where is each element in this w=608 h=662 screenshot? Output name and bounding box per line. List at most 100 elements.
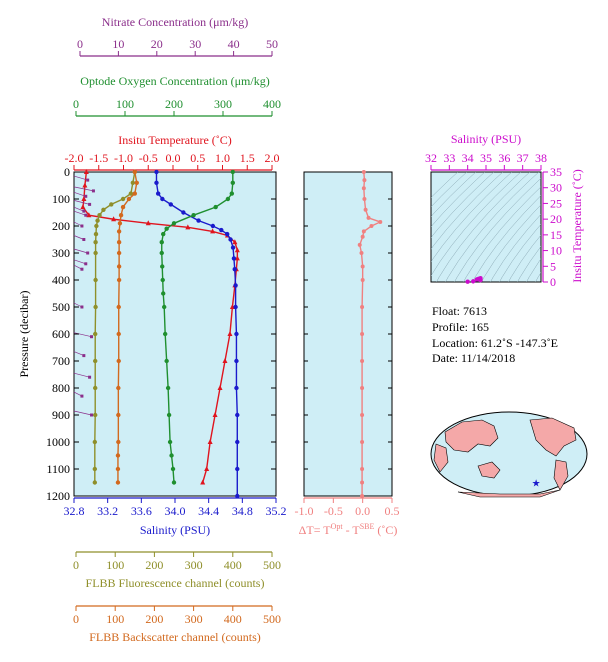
delta-t-point [357,242,362,247]
temperature-point [217,385,223,390]
profile-number: Profile: 165 [432,320,489,334]
oxygen-point [164,226,169,231]
oxygen-tick-label: 300 [214,97,232,111]
temperature-point [232,239,238,245]
pressure-tick-label: 1000 [46,435,70,449]
delta-t-point [361,186,366,191]
nitrate-point [80,224,84,228]
salinity-tick-label: 34.0 [165,504,186,518]
ts-x-tick-label: 35 [480,151,492,165]
nitrate-point [84,262,88,266]
delta-t-point [369,224,374,228]
oxygen-tick-label: 400 [263,97,281,111]
salinity-point [235,439,240,445]
backscatter-point [132,191,137,196]
location-text: Location: 61.2˚S -147.3˚E [432,336,558,350]
nitrate-point [88,375,92,379]
ts-contour-line [508,234,541,282]
fluorescence-point [93,385,98,391]
salinity-point [230,245,236,250]
oxygen-point [229,191,235,196]
temperature-point [185,224,191,230]
delta-t-point [363,207,368,212]
nitrate-connector [73,248,88,254]
salinity-point [210,223,216,229]
delta-t-point [360,467,365,471]
nitrate-tick-label: 20 [151,37,163,51]
oxygen-tick-label: 200 [165,97,183,111]
ts-y-tick-label: 35 [550,165,562,179]
backscatter-point [115,466,121,472]
nitrate-connector [73,186,94,192]
ts-contour-line [431,172,486,228]
ts-y-tick-label: 10 [550,244,562,258]
pressure-tick-label: 700 [52,354,70,368]
backscatter-point [116,358,121,364]
temperature-point [86,212,92,218]
ts-contour-line [431,172,522,277]
salinity-point [224,231,230,237]
date-text: Date: 11/14/2018 [432,351,515,365]
ts-y-tick-label: 30 [550,181,562,195]
delta-t-point [360,413,365,417]
fluorescence-point [94,223,99,229]
salinity-point [219,227,224,233]
ts-x-tick-label: 33 [443,151,455,165]
nitrate-point [90,335,94,339]
nitrate-connector [73,410,92,416]
nitrate-point [80,267,84,271]
ts-plot-area [430,171,542,283]
fluorescence-tick-label: 100 [106,558,124,572]
fluorescence-point [120,196,126,202]
oxygen-point [225,196,231,202]
ts-point [470,279,476,284]
pressure-tick-label: 200 [52,219,70,233]
fluorescence-point [101,207,106,212]
nitrate-point [86,251,90,255]
ts-contour-line [431,172,468,208]
fluorescence-tick-label: 500 [263,558,281,572]
salinity-point [233,304,238,310]
delta-t-point [378,219,383,224]
backscatter-point [116,304,121,310]
ts-contour-line [481,204,541,282]
map-land-antarctica [457,489,561,498]
nitrate-connector [73,332,92,338]
float-location-marker: ★ [532,479,541,490]
nitrate-tick-label: 50 [266,37,278,51]
nitrate-connector [73,235,84,240]
oxygen-tick-label: 0 [73,97,79,111]
pressure-tick-label: 400 [52,273,70,287]
pressure-tick-label: 1200 [46,489,70,503]
temperature-point [80,204,86,210]
main-plot-area [73,171,277,497]
fluorescence-axis-title: FLBB Fluorescence channel (counts) [86,576,265,590]
backscatter-tick-label: 0 [73,612,79,626]
nitrate-point [91,189,95,193]
pressure-axis-ticks: 0 100 200 300 400 500 600 700 800 900 1000 1100 1200 [46,165,276,503]
temperature-tick-label: 1.5 [240,151,255,165]
nitrate-point [82,238,86,241]
salinity-point [233,283,238,288]
fluorescence-point [109,202,114,207]
oxygen-point [191,213,196,218]
delta-t-point [360,332,365,336]
ts-contour-line [454,177,541,282]
backscatter-point [115,480,121,485]
ts-x-tick-label: 37 [517,151,529,165]
salinity-point [181,210,186,215]
map-land-north-america [529,417,577,457]
salinity-point [235,412,240,418]
nitrate-axis-title: Nitrate Concentration (μm/kg) [102,15,248,29]
oxygen-point [162,331,168,337]
backscatter-point [116,229,122,234]
backscatter-point [116,331,121,337]
ts-point [478,277,483,283]
delta-t-point [361,229,366,234]
fluorescence-point [93,412,98,418]
oxygen-point [166,412,172,418]
fluorescence-point [93,250,98,256]
temperature-point [111,216,117,222]
fluorescence-point [93,358,98,364]
oxygen-tick-label: 100 [116,97,134,111]
